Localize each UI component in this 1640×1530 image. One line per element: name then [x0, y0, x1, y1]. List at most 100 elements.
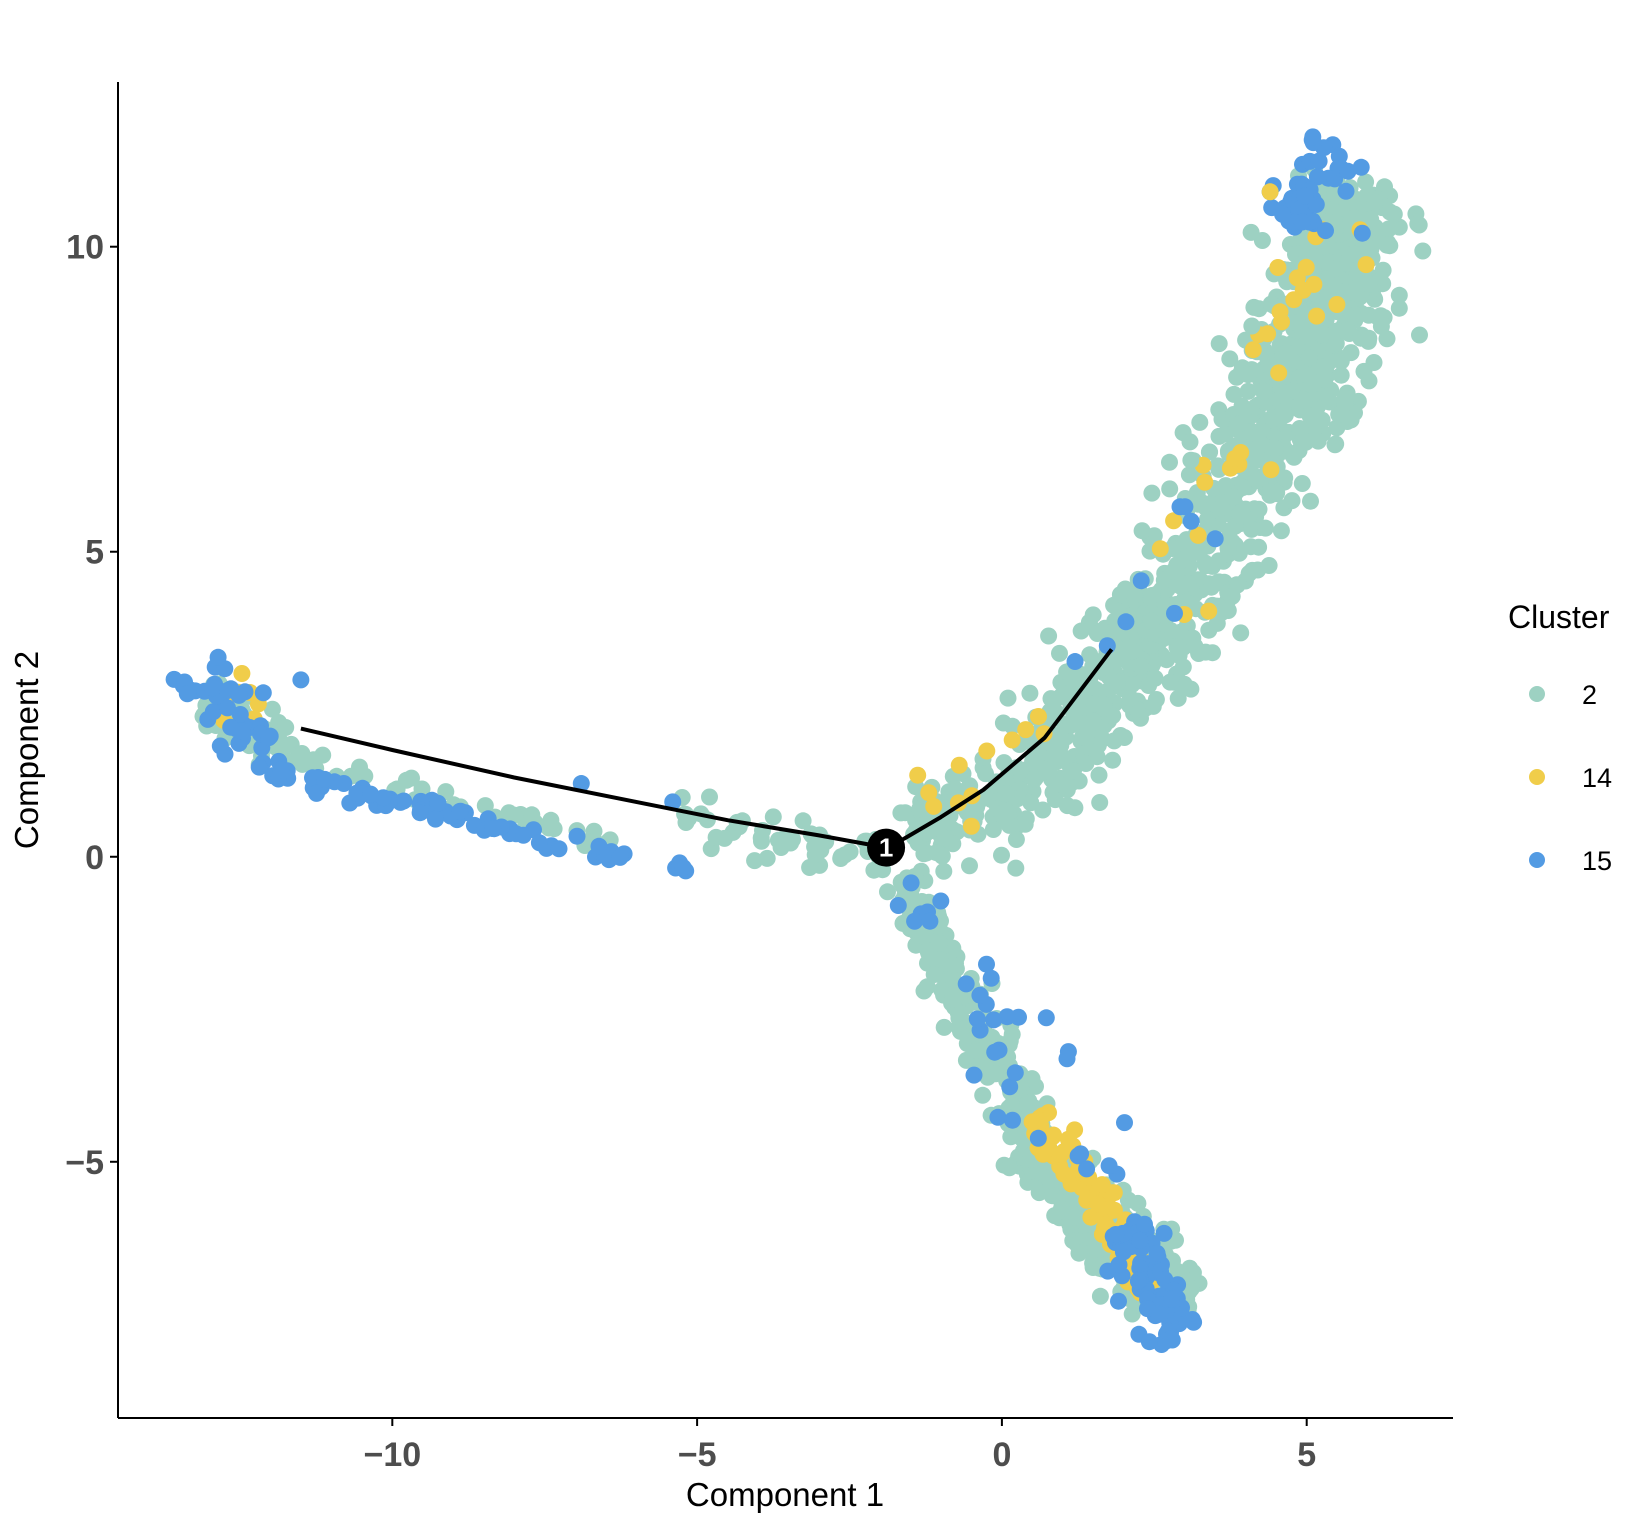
point-cluster-2	[1085, 712, 1103, 730]
point-cluster-15	[1352, 158, 1370, 176]
point-cluster-15	[1006, 1064, 1024, 1082]
point-cluster-2	[1332, 366, 1350, 384]
point-cluster-2	[1300, 349, 1318, 366]
point-cluster-14	[1035, 725, 1053, 743]
point-cluster-2	[1221, 522, 1239, 540]
point-cluster-2	[523, 806, 541, 824]
point-cluster-2	[1111, 586, 1129, 604]
point-cluster-14	[1262, 461, 1280, 479]
point-cluster-2	[1109, 675, 1126, 692]
point-cluster-2	[1250, 538, 1268, 556]
point-cluster-14	[1200, 602, 1218, 620]
point-cluster-2	[1040, 627, 1058, 645]
point-cluster-15	[1182, 512, 1200, 530]
point-cluster-15	[1162, 1330, 1180, 1348]
point-cluster-2	[1125, 586, 1143, 604]
point-cluster-2	[984, 821, 1002, 838]
point-cluster-2	[1025, 755, 1043, 773]
point-cluster-2	[1351, 275, 1369, 293]
point-cluster-15	[1140, 1333, 1158, 1351]
point-cluster-15	[308, 784, 325, 802]
point-cluster-15	[427, 810, 444, 828]
point-cluster-15	[1078, 1160, 1096, 1178]
point-cluster-15	[1072, 1145, 1090, 1163]
point-cluster-2	[1001, 1032, 1019, 1050]
point-cluster-15	[1310, 152, 1328, 170]
point-cluster-2	[1335, 283, 1353, 301]
trajectory-layer: 1	[300, 648, 1114, 867]
point-cluster-2	[928, 844, 945, 862]
point-cluster-2	[1355, 362, 1373, 380]
point-cluster-2	[277, 719, 295, 736]
point-cluster-2	[1091, 794, 1109, 811]
point-cluster-2	[1161, 673, 1179, 691]
point-cluster-2	[1146, 669, 1164, 687]
point-cluster-2	[263, 700, 281, 718]
point-cluster-15	[1100, 1157, 1118, 1175]
point-cluster-2	[1225, 385, 1243, 403]
point-cluster-2	[1158, 651, 1176, 669]
point-cluster-15	[1274, 205, 1292, 223]
point-cluster-2	[1091, 1287, 1109, 1305]
y-axis-title: Component 2	[8, 651, 45, 849]
point-cluster-2	[1185, 544, 1203, 562]
point-cluster-14	[1089, 1195, 1106, 1213]
point-cluster-15	[1107, 1226, 1125, 1243]
legend-item-15: 15	[1529, 846, 1612, 876]
point-cluster-2	[1225, 488, 1243, 506]
point-cluster-2	[1021, 684, 1039, 702]
point-cluster-14	[1297, 258, 1315, 276]
point-cluster-2	[1275, 402, 1293, 420]
point-cluster-2	[1248, 440, 1266, 458]
x-tick-label: −5	[678, 1436, 717, 1474]
point-cluster-2	[1266, 440, 1284, 458]
point-cluster-2	[1161, 453, 1178, 471]
point-cluster-2	[1182, 451, 1200, 469]
point-cluster-2	[1232, 624, 1250, 642]
point-cluster-14	[1189, 526, 1207, 544]
point-cluster-15	[664, 793, 682, 811]
point-cluster-14	[1226, 450, 1244, 468]
point-cluster-2	[1100, 624, 1117, 642]
point-cluster-14	[1029, 707, 1047, 725]
point-cluster-15	[1151, 1305, 1169, 1323]
point-cluster-2	[1053, 776, 1071, 794]
point-cluster-2	[1243, 317, 1261, 335]
point-cluster-2	[1197, 643, 1215, 661]
point-cluster-14	[1328, 296, 1346, 313]
axes-layer	[117, 82, 1453, 1419]
point-cluster-15	[1098, 637, 1116, 655]
y-tick-label: 5	[85, 534, 104, 572]
point-cluster-2	[1297, 433, 1315, 451]
point-cluster-2	[1372, 317, 1390, 335]
point-cluster-2	[806, 838, 824, 856]
point-cluster-15	[292, 671, 310, 689]
point-cluster-2	[794, 812, 812, 830]
point-cluster-15	[1130, 1272, 1147, 1290]
point-cluster-2	[1168, 556, 1186, 574]
point-cluster-2	[1197, 557, 1215, 575]
point-cluster-2	[1143, 484, 1161, 502]
point-cluster-2	[1161, 480, 1179, 498]
point-cluster-2	[1132, 657, 1150, 675]
point-cluster-2	[956, 987, 974, 1005]
point-cluster-2	[961, 857, 978, 875]
point-cluster-2	[993, 846, 1010, 864]
point-cluster-15	[219, 699, 236, 717]
point-cluster-14	[1196, 473, 1214, 491]
point-cluster-2	[919, 942, 937, 960]
point-cluster-2	[1072, 622, 1090, 640]
point-cluster-2	[1291, 420, 1309, 437]
point-cluster-2	[1283, 492, 1301, 510]
point-cluster-2	[1283, 445, 1301, 463]
point-cluster-2	[925, 966, 943, 983]
point-cluster-15	[260, 729, 278, 747]
point-cluster-2	[764, 808, 782, 826]
point-cluster-15	[1110, 1256, 1128, 1274]
point-cluster-2	[1142, 612, 1160, 630]
point-cluster-14	[1093, 1176, 1111, 1194]
point-cluster-2	[937, 830, 955, 848]
point-cluster-2	[476, 797, 494, 815]
y-tick-label: −5	[65, 1144, 104, 1182]
point-cluster-2	[896, 804, 914, 822]
